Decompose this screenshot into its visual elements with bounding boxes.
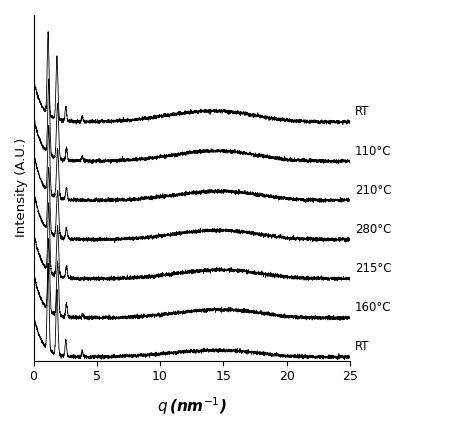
Text: 210°C: 210°C	[355, 184, 391, 197]
Text: $q\,$(nm$^{-1}$): $q\,$(nm$^{-1}$)	[157, 395, 227, 417]
Text: 110°C: 110°C	[355, 144, 391, 158]
Y-axis label: Intensity (A.U.): Intensity (A.U.)	[15, 138, 28, 238]
Text: RT: RT	[355, 341, 369, 353]
Text: 215°C: 215°C	[355, 262, 391, 275]
Text: RT: RT	[355, 105, 369, 118]
Text: 280°C: 280°C	[355, 223, 391, 236]
Text: 160°C: 160°C	[355, 301, 391, 314]
